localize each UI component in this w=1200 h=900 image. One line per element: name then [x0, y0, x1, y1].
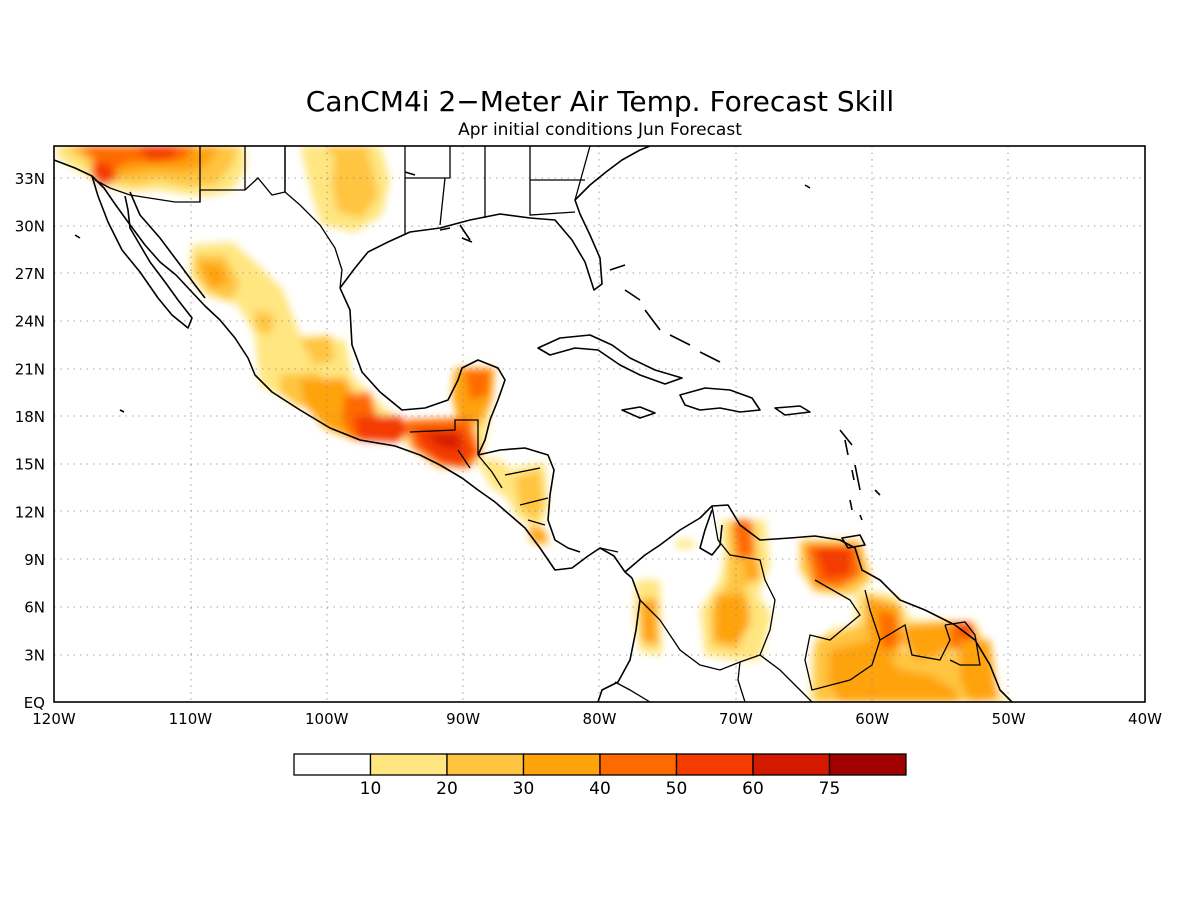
political-borders	[94, 146, 981, 702]
y-tick-label: 6N	[24, 599, 45, 617]
x-tick-label: 50W	[992, 710, 1026, 728]
x-tick-label: 40W	[1128, 710, 1162, 728]
y-tick-label: 12N	[15, 503, 45, 521]
x-tick-label: 60W	[855, 710, 889, 728]
y-tick-label: EQ	[24, 694, 45, 712]
colorbar-label: 50	[666, 779, 688, 799]
colorbar-swatch	[599, 753, 678, 776]
x-tick-label: 120W	[32, 710, 76, 728]
map-frame	[53, 145, 1146, 703]
colorbar-label: 75	[819, 779, 841, 799]
colorbar-label: 20	[436, 779, 458, 799]
y-tick-label: 18N	[15, 408, 45, 426]
colorbar-label: 30	[513, 779, 535, 799]
colorbar-swatch	[828, 753, 907, 776]
y-tick-label: 33N	[15, 170, 45, 188]
x-tick-labels: 120W 110W 100W 90W 80W 70W 60W 50W 40W	[32, 710, 1162, 728]
map-subtitle: Apr initial conditions Jun Forecast	[458, 120, 742, 140]
colorbar-label: 40	[589, 779, 611, 799]
y-tick-label: 21N	[15, 360, 45, 378]
colorbar-swatch	[369, 753, 448, 776]
colorbar: 10 20 30 40 50 60 75	[293, 753, 907, 799]
grid-lines	[54, 146, 1145, 702]
y-tick-label: 24N	[15, 313, 45, 331]
y-tick-label: 30N	[15, 217, 45, 235]
colorbar-swatch	[522, 753, 601, 776]
y-tick-labels: EQ 3N 6N 9N 12N 15N 18N 21N 24N 27N 30N 33N	[15, 170, 45, 712]
colorbar-swatch	[293, 753, 372, 776]
x-tick-label: 110W	[169, 710, 213, 728]
y-tick-label: 27N	[15, 265, 45, 283]
x-tick-label: 70W	[719, 710, 753, 728]
skill-shading	[54, 146, 1010, 702]
x-tick-label: 80W	[583, 710, 617, 728]
colorbar-swatch	[446, 753, 525, 776]
y-tick-label: 9N	[24, 551, 45, 569]
coastlines	[54, 146, 1013, 702]
y-tick-label: 3N	[24, 646, 45, 664]
colorbar-label: 10	[360, 779, 382, 799]
colorbar-swatch	[752, 753, 831, 776]
y-tick-label: 15N	[15, 456, 45, 474]
map-title: CanCM4i 2−Meter Air Temp. Forecast Skill	[306, 85, 894, 118]
x-tick-label: 100W	[305, 710, 349, 728]
colorbar-label: 60	[742, 779, 764, 799]
colorbar-swatch	[675, 753, 754, 776]
x-tick-label: 90W	[446, 710, 480, 728]
